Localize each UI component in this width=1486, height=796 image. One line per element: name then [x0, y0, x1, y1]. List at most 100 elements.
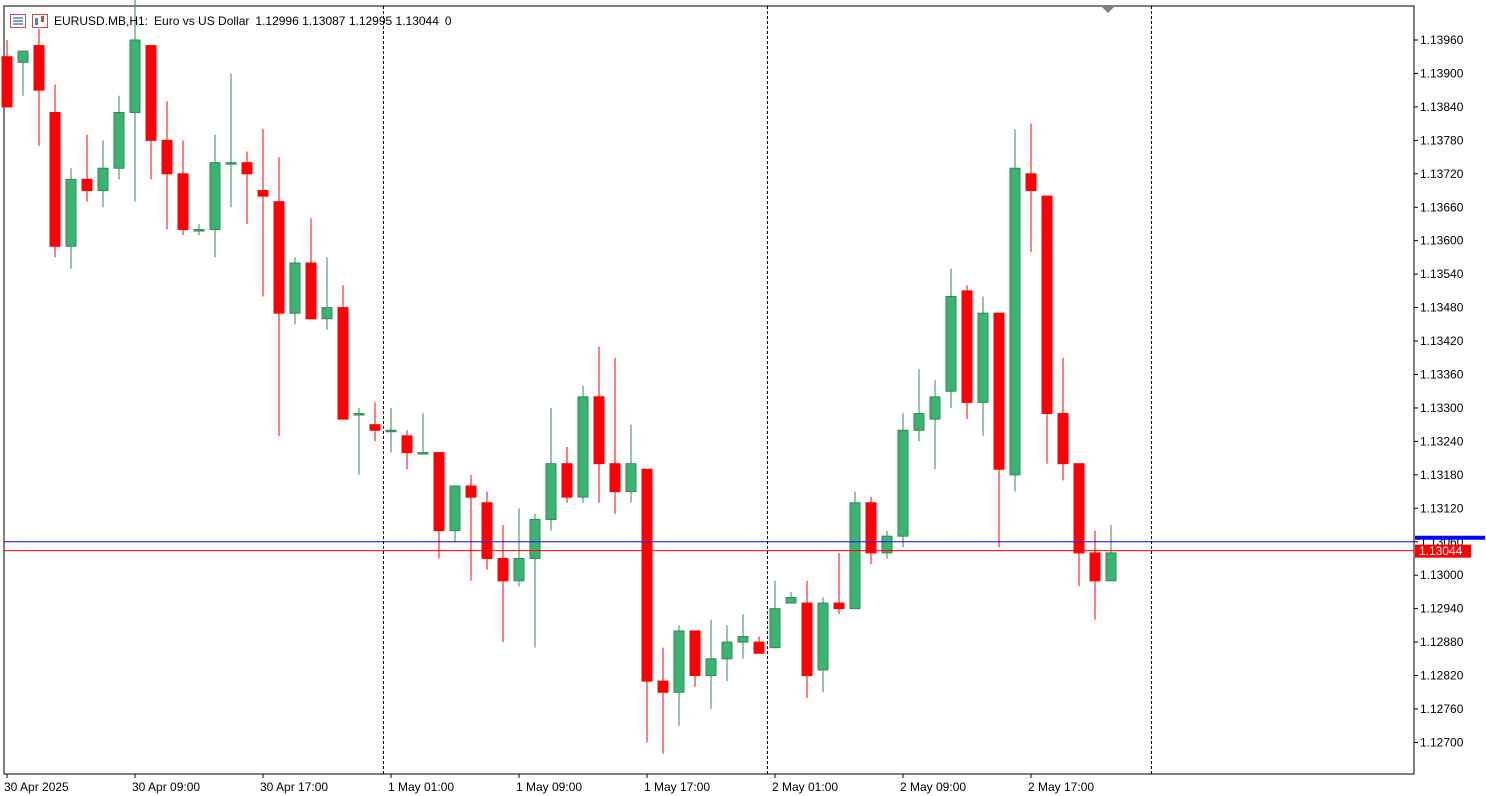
y-axis: 1.13960 1.13900 1.13840 1.13780 1.13720 1.136… — [1414, 33, 1485, 749]
x-tick-label: 30 Apr 17:00 — [260, 780, 328, 794]
candle — [17, 50, 29, 96]
current-price-label: 1.13044 — [1419, 544, 1463, 558]
chart-type-icon[interactable] — [32, 14, 48, 28]
candle-body — [881, 535, 893, 554]
candle-body — [705, 658, 717, 677]
candle-body — [625, 463, 637, 493]
chart-header: EURUSD.MB,H1: Euro vs US Dollar 1.12996 … — [10, 12, 452, 30]
y-tick-label: 1.13120 — [1420, 501, 1464, 515]
current-price-box — [1415, 544, 1471, 558]
candle-body — [753, 641, 765, 654]
candle-body — [241, 162, 253, 175]
candle — [1025, 123, 1037, 252]
candle — [481, 491, 493, 570]
candle — [881, 530, 893, 559]
price-lines — [4, 541, 1414, 552]
x-tick-label: 1 May 09:00 — [516, 780, 582, 794]
candle-body — [401, 435, 413, 454]
candle — [817, 597, 829, 693]
candle — [737, 614, 749, 659]
candle-body — [577, 396, 589, 498]
candle-body — [385, 429, 397, 433]
candle-body — [433, 452, 445, 532]
candle — [1105, 525, 1117, 582]
candle-body — [833, 602, 845, 610]
candle-body — [369, 424, 381, 431]
candle-body — [801, 602, 813, 677]
candle-body — [65, 178, 77, 247]
candle — [385, 407, 397, 453]
shift-marker-icon[interactable] — [1102, 7, 1114, 13]
candle — [241, 151, 253, 224]
candle — [145, 45, 157, 180]
candle — [337, 285, 349, 420]
candle — [833, 552, 845, 615]
candle-body — [913, 413, 925, 431]
candle-body — [513, 557, 525, 582]
candle — [65, 168, 77, 269]
x-tick-label: 1 May 17:00 — [644, 780, 710, 794]
candle-body — [193, 229, 205, 232]
candle — [785, 591, 797, 604]
candle-body — [321, 307, 333, 320]
candle-body — [305, 262, 317, 320]
candle-body — [529, 518, 541, 559]
y-tick-label: 1.13000 — [1420, 568, 1464, 582]
symbol-description: Euro vs US Dollar — [154, 14, 250, 28]
candle — [1089, 530, 1101, 620]
candle-body — [273, 201, 285, 314]
y-tick-label: 1.13960 — [1420, 33, 1464, 47]
candle — [273, 157, 285, 436]
candle-body — [209, 162, 221, 231]
candle — [721, 625, 733, 682]
candle — [1009, 129, 1021, 492]
y-tick-label: 1.12880 — [1420, 635, 1464, 649]
candle-body — [865, 502, 877, 554]
candle — [625, 424, 637, 503]
candle-body — [785, 597, 797, 604]
ask-price-marker — [1415, 535, 1485, 540]
y-tick-label: 1.13840 — [1420, 100, 1464, 114]
x-tick-label: 2 May 09:00 — [900, 780, 966, 794]
y-tick-label: 1.13540 — [1420, 267, 1464, 281]
candle-body — [817, 602, 829, 671]
candle — [161, 101, 173, 230]
candle — [113, 95, 125, 180]
symbol-period: EURUSD.MB,H1: — [54, 14, 149, 28]
candle-body — [1041, 195, 1053, 415]
x-tick-label: 1 May 01:00 — [388, 780, 454, 794]
candle — [177, 140, 189, 236]
candle-body — [561, 463, 573, 498]
plot-area[interactable] — [3, 5, 1415, 775]
candle-body — [1105, 552, 1117, 582]
candles-layer — [1, 0, 1117, 754]
y-tick-label: 1.12700 — [1420, 735, 1464, 749]
candle-body — [545, 463, 557, 520]
candle — [961, 285, 973, 420]
candle — [977, 296, 989, 436]
candle — [929, 380, 941, 470]
candle-body — [593, 396, 605, 465]
candle — [641, 468, 653, 743]
y-tick-label: 1.12940 — [1420, 602, 1464, 616]
candle — [545, 407, 557, 531]
x-tick-label: 2 May 01:00 — [772, 780, 838, 794]
menu-list-icon[interactable] — [10, 14, 26, 28]
candle — [33, 28, 45, 146]
candle-body — [1089, 552, 1101, 582]
volume-value: 0 — [444, 14, 452, 28]
candle — [193, 223, 205, 236]
candle-body — [977, 312, 989, 403]
candle-body — [641, 468, 653, 682]
candle — [257, 129, 269, 297]
candle — [97, 140, 109, 208]
candle — [865, 497, 877, 565]
candle-body — [449, 485, 461, 532]
candle-body — [945, 295, 957, 392]
x-tick-label: 30 Apr 09:00 — [132, 780, 200, 794]
y-tick-label: 1.13780 — [1420, 133, 1464, 147]
candle — [561, 446, 573, 503]
candle-body — [609, 463, 621, 493]
